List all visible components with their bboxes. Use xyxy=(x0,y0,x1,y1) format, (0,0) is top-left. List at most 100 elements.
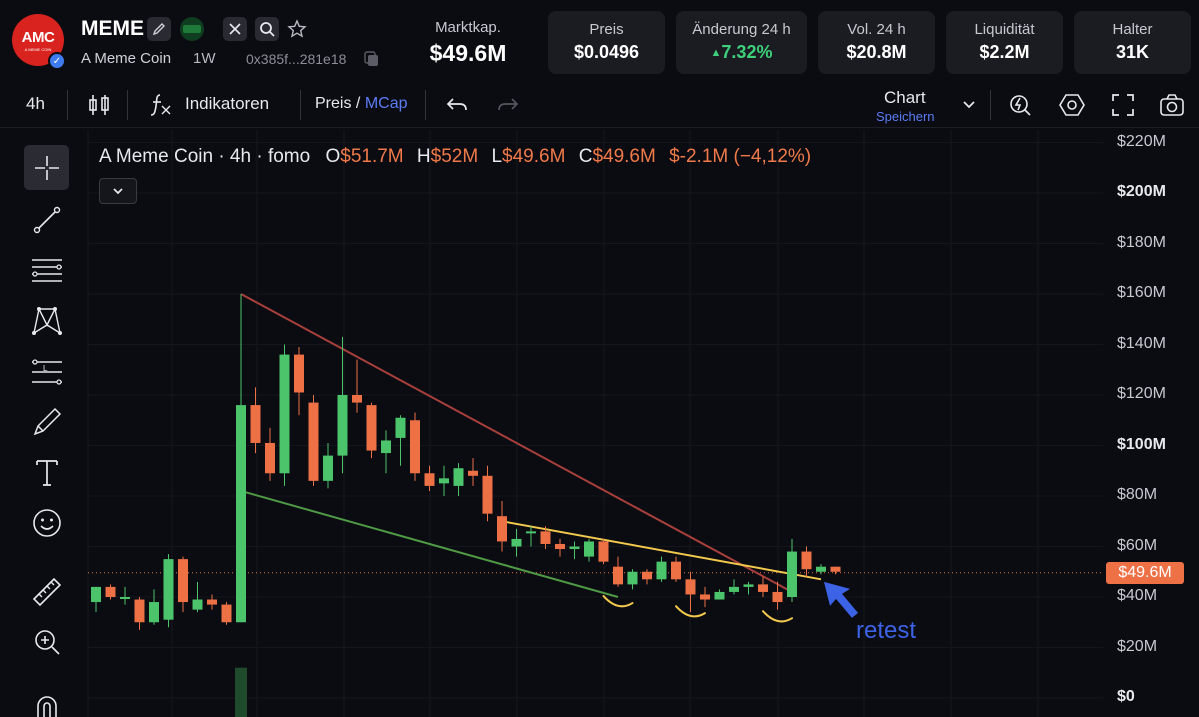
candle-up xyxy=(511,538,522,547)
crosshair-icon[interactable] xyxy=(24,145,69,190)
retest-annotation: retest xyxy=(856,617,917,644)
price-mcap-toggle[interactable]: Preis / MCap xyxy=(315,95,408,113)
token-header: AMC A MEME COIN ✓ MEME A Meme Coin 1W 0x… xyxy=(0,0,1199,84)
x-twitter-icon[interactable] xyxy=(223,17,247,41)
candle-up xyxy=(236,405,246,623)
chart-canvas[interactable] xyxy=(0,130,1199,717)
text-tool-icon[interactable] xyxy=(24,449,69,494)
chevron-down-icon[interactable] xyxy=(956,92,982,118)
candle-down xyxy=(134,599,145,623)
y-tick-label: $140M xyxy=(1117,334,1166,352)
resistance-trendline xyxy=(240,293,793,593)
candle-up xyxy=(627,571,638,585)
search-icon[interactable] xyxy=(255,17,279,41)
redo-icon[interactable] xyxy=(494,92,520,118)
legend-close-value: $49.6M xyxy=(592,146,656,167)
stat-card-volume: Vol. 24 h $20.8M xyxy=(818,11,935,74)
candle-up xyxy=(729,586,739,592)
undo-icon[interactable] xyxy=(445,92,471,118)
stat-label: Änderung 24 h xyxy=(692,21,791,38)
trendline-icon[interactable] xyxy=(24,197,69,242)
lightning-icon[interactable] xyxy=(1008,92,1034,118)
camera-icon[interactable] xyxy=(1159,92,1185,118)
zoom-in-icon[interactable] xyxy=(24,619,69,664)
pen-icon[interactable] xyxy=(147,17,171,41)
listing-badge-icon xyxy=(180,17,204,41)
legend-collapse-button[interactable] xyxy=(99,178,137,204)
candle-down xyxy=(685,579,696,595)
stat-value: $0.0496 xyxy=(573,42,640,62)
indicators-button[interactable]: Indikatoren xyxy=(185,94,270,113)
legend-close-label: C xyxy=(578,146,593,167)
candle-down xyxy=(468,470,478,476)
candle-up xyxy=(323,455,333,481)
fib-icon[interactable]: L xyxy=(24,349,69,394)
settings-hex-icon[interactable] xyxy=(1059,92,1085,118)
magnet-icon[interactable] xyxy=(24,684,69,717)
candles-icon[interactable] xyxy=(86,92,112,118)
candle-down xyxy=(294,354,304,393)
candle-up xyxy=(453,468,464,486)
legend-change: $-2.1M (−4,12%) xyxy=(669,146,812,167)
stat-value: $2.2M xyxy=(979,42,1030,62)
star-icon[interactable] xyxy=(285,17,309,41)
chart-legend: A Meme Coin · 4h · fomo O$51.7M H$52M L$… xyxy=(99,146,811,168)
fullscreen-icon[interactable] xyxy=(1110,92,1136,118)
save-button[interactable]: Speichern xyxy=(876,109,935,124)
drawing-tools-sidebar: L xyxy=(0,136,92,717)
y-tick-label: $220M xyxy=(1117,132,1166,150)
pattern-icon[interactable] xyxy=(24,298,69,343)
y-tick-label: $40M xyxy=(1117,587,1158,604)
candle-down xyxy=(671,561,681,580)
stat-value: $20.8M xyxy=(846,42,907,62)
mcap-toggle-label[interactable]: MCap xyxy=(364,95,408,112)
chevron-down-icon xyxy=(113,188,123,195)
stat-label: Liquidität xyxy=(974,21,1035,38)
candle-up xyxy=(584,541,594,557)
price-toggle-label[interactable]: Preis xyxy=(315,95,352,112)
toolbar-divider xyxy=(990,90,991,120)
horizontal-lines-icon[interactable] xyxy=(24,247,69,292)
emoji-icon[interactable] xyxy=(24,500,69,545)
token-logo: AMC A MEME COIN xyxy=(12,14,64,66)
logo-text: AMC xyxy=(21,28,55,46)
market-cap-value: $49.6M xyxy=(429,40,507,66)
toolbar-divider xyxy=(127,90,128,120)
volume-bars xyxy=(235,667,247,717)
legend-open-value: $51.7M xyxy=(340,146,404,167)
timeframe-pill[interactable]: 1W xyxy=(193,50,216,67)
stat-value-wrap: ▲7.32% xyxy=(676,42,807,63)
candle-up xyxy=(787,551,797,597)
candle-down xyxy=(424,473,435,486)
copy-icon[interactable] xyxy=(364,51,380,67)
trendlines[interactable] xyxy=(240,293,822,598)
ruler-icon[interactable] xyxy=(24,569,69,614)
candles xyxy=(91,294,841,630)
toolbar-divider xyxy=(300,90,301,120)
candle-down xyxy=(497,516,507,542)
candle-up xyxy=(337,395,348,456)
support-trendline xyxy=(240,489,619,598)
stat-card-holders: Halter 31K xyxy=(1074,11,1191,74)
candle-down xyxy=(700,594,710,600)
retest-arc xyxy=(602,595,634,608)
legend-low-label: L xyxy=(491,146,503,167)
candle-down xyxy=(207,599,217,605)
candle-up xyxy=(91,586,101,603)
fx-icon[interactable] xyxy=(148,92,174,118)
market-cap-label: Marktkap. xyxy=(435,19,501,36)
candle-down xyxy=(613,566,623,585)
contract-address[interactable]: 0x385f...281e18 xyxy=(246,51,347,67)
price-axis[interactable]: $220M $200M $180M $160M $140M $120M $100M $80M $… xyxy=(1103,130,1199,717)
candle-up xyxy=(381,440,391,454)
stat-card-price: Preis $0.0496 xyxy=(548,11,665,74)
interval-button[interactable]: 4h xyxy=(26,94,45,113)
retest-trendline xyxy=(501,520,822,581)
candle-down xyxy=(105,586,116,597)
brush-icon[interactable] xyxy=(24,399,69,444)
candle-down xyxy=(265,442,275,474)
y-tick-label: $0 xyxy=(1117,688,1135,705)
chart-menu-label[interactable]: Chart xyxy=(884,88,926,107)
toggle-slash: / xyxy=(355,95,361,112)
retest-arrow xyxy=(824,581,858,618)
